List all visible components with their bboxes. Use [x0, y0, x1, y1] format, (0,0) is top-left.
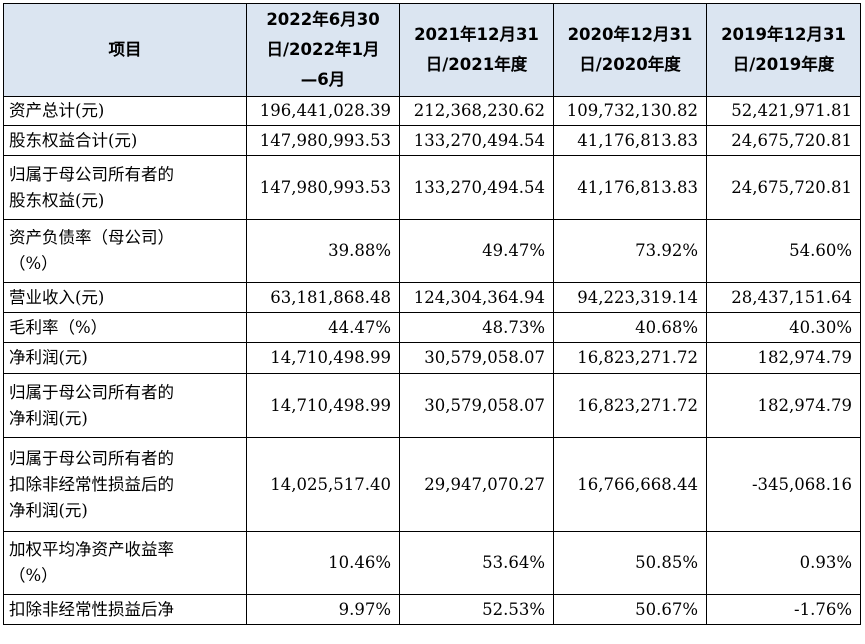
cell-value: 48.73% [399, 312, 554, 343]
table-row: 资产负债率（母公司） （%） 39.88% 49.47% 73.92% 54.6… [3, 219, 861, 283]
row-label: 营业收入(元) [3, 282, 247, 313]
cell-value: 16,766,668.44 [553, 437, 707, 532]
cell-value: 50.67% [553, 594, 707, 625]
cell-value: 0.93% [706, 531, 861, 595]
cell-value: 182,974.79 [706, 342, 861, 374]
cell-value: 182,974.79 [706, 373, 861, 438]
header-item: 项目 [3, 3, 247, 97]
cell-value: 41,176,813.83 [553, 125, 707, 156]
table-row: 股东权益合计(元) 147,980,993.53 133,270,494.54 … [3, 125, 861, 156]
cell-value: 94,223,319.14 [553, 282, 707, 313]
table-row: 归属于母公司所有者的 扣除非经常性损益后的 净利润(元) 14,025,517.… [3, 437, 861, 532]
cell-value: 29,947,070.27 [399, 437, 554, 532]
cell-value: 14,710,498.99 [246, 373, 400, 438]
header-2022h1: 2022年6月30 日/2022年1月 —6月 [246, 3, 400, 97]
cell-value: 44.47% [246, 312, 400, 343]
cell-value: 133,270,494.54 [399, 125, 554, 156]
header-2020: 2020年12月31 日/2020年度 [553, 3, 707, 97]
cell-value: 28,437,151.64 [706, 282, 861, 313]
table-row: 净利润(元) 14,710,498.99 30,579,058.07 16,82… [3, 342, 861, 374]
cell-value: 40.68% [553, 312, 707, 343]
table-row: 归属于母公司所有者的 股东权益(元) 147,980,993.53 133,27… [3, 155, 861, 220]
table-row: 归属于母公司所有者的 净利润(元) 14,710,498.99 30,579,0… [3, 373, 861, 438]
cell-value: 16,823,271.72 [553, 373, 707, 438]
cell-value: 124,304,364.94 [399, 282, 554, 313]
table-row: 加权平均净资产收益率 （%） 10.46% 53.64% 50.85% 0.93… [3, 531, 861, 595]
table-row: 营业收入(元) 63,181,868.48 124,304,364.94 94,… [3, 282, 861, 313]
table-row: 毛利率（%） 44.47% 48.73% 40.68% 40.30% [3, 312, 861, 343]
cell-value: 54.60% [706, 219, 861, 283]
cell-value: 10.46% [246, 531, 400, 595]
cell-value: 212,368,230.62 [399, 96, 554, 126]
cell-value: -1.76% [706, 594, 861, 625]
cell-value: 24,675,720.81 [706, 125, 861, 156]
cell-value: 14,025,517.40 [246, 437, 400, 532]
header-2019: 2019年12月31 日/2019年度 [706, 3, 861, 97]
row-label: 毛利率（%） [3, 312, 247, 343]
cell-value: 52,421,971.81 [706, 96, 861, 126]
row-label: 归属于母公司所有者的 股东权益(元) [3, 155, 247, 220]
cell-value: 30,579,058.07 [399, 373, 554, 438]
cell-value: 41,176,813.83 [553, 155, 707, 220]
cell-value: 9.97% [246, 594, 400, 625]
table-header-row: 项目 2022年6月30 日/2022年1月 —6月 2021年12月31 日/… [3, 3, 861, 97]
cell-value: 14,710,498.99 [246, 342, 400, 374]
row-label: 资产总计(元) [3, 96, 247, 126]
cell-value: 24,675,720.81 [706, 155, 861, 220]
cell-value: 50.85% [553, 531, 707, 595]
cell-value: 73.92% [553, 219, 707, 283]
cell-value: 109,732,130.82 [553, 96, 707, 126]
cell-value: 147,980,993.53 [246, 155, 400, 220]
financial-data-table: 项目 2022年6月30 日/2022年1月 —6月 2021年12月31 日/… [3, 3, 861, 625]
table-row: 扣除非经常性损益后净 9.97% 52.53% 50.67% -1.76% [3, 594, 861, 625]
cell-value: 196,441,028.39 [246, 96, 400, 126]
cell-value: 16,823,271.72 [553, 342, 707, 374]
row-label: 净利润(元) [3, 342, 247, 374]
row-label: 加权平均净资产收益率 （%） [3, 531, 247, 595]
table-row: 资产总计(元) 196,441,028.39 212,368,230.62 10… [3, 96, 861, 126]
cell-value: 147,980,993.53 [246, 125, 400, 156]
cell-value: 52.53% [399, 594, 554, 625]
row-label: 归属于母公司所有者的 净利润(元) [3, 373, 247, 438]
header-2021: 2021年12月31 日/2021年度 [399, 3, 554, 97]
cell-value: 39.88% [246, 219, 400, 283]
row-label: 股东权益合计(元) [3, 125, 247, 156]
cell-value: 30,579,058.07 [399, 342, 554, 374]
cell-value: 63,181,868.48 [246, 282, 400, 313]
cell-value: 49.47% [399, 219, 554, 283]
cell-value: 53.64% [399, 531, 554, 595]
row-label: 资产负债率（母公司） （%） [3, 219, 247, 283]
cell-value: 133,270,494.54 [399, 155, 554, 220]
row-label: 扣除非经常性损益后净 [3, 594, 247, 625]
row-label: 归属于母公司所有者的 扣除非经常性损益后的 净利润(元) [3, 437, 247, 532]
cell-value: -345,068.16 [706, 437, 861, 532]
cell-value: 40.30% [706, 312, 861, 343]
